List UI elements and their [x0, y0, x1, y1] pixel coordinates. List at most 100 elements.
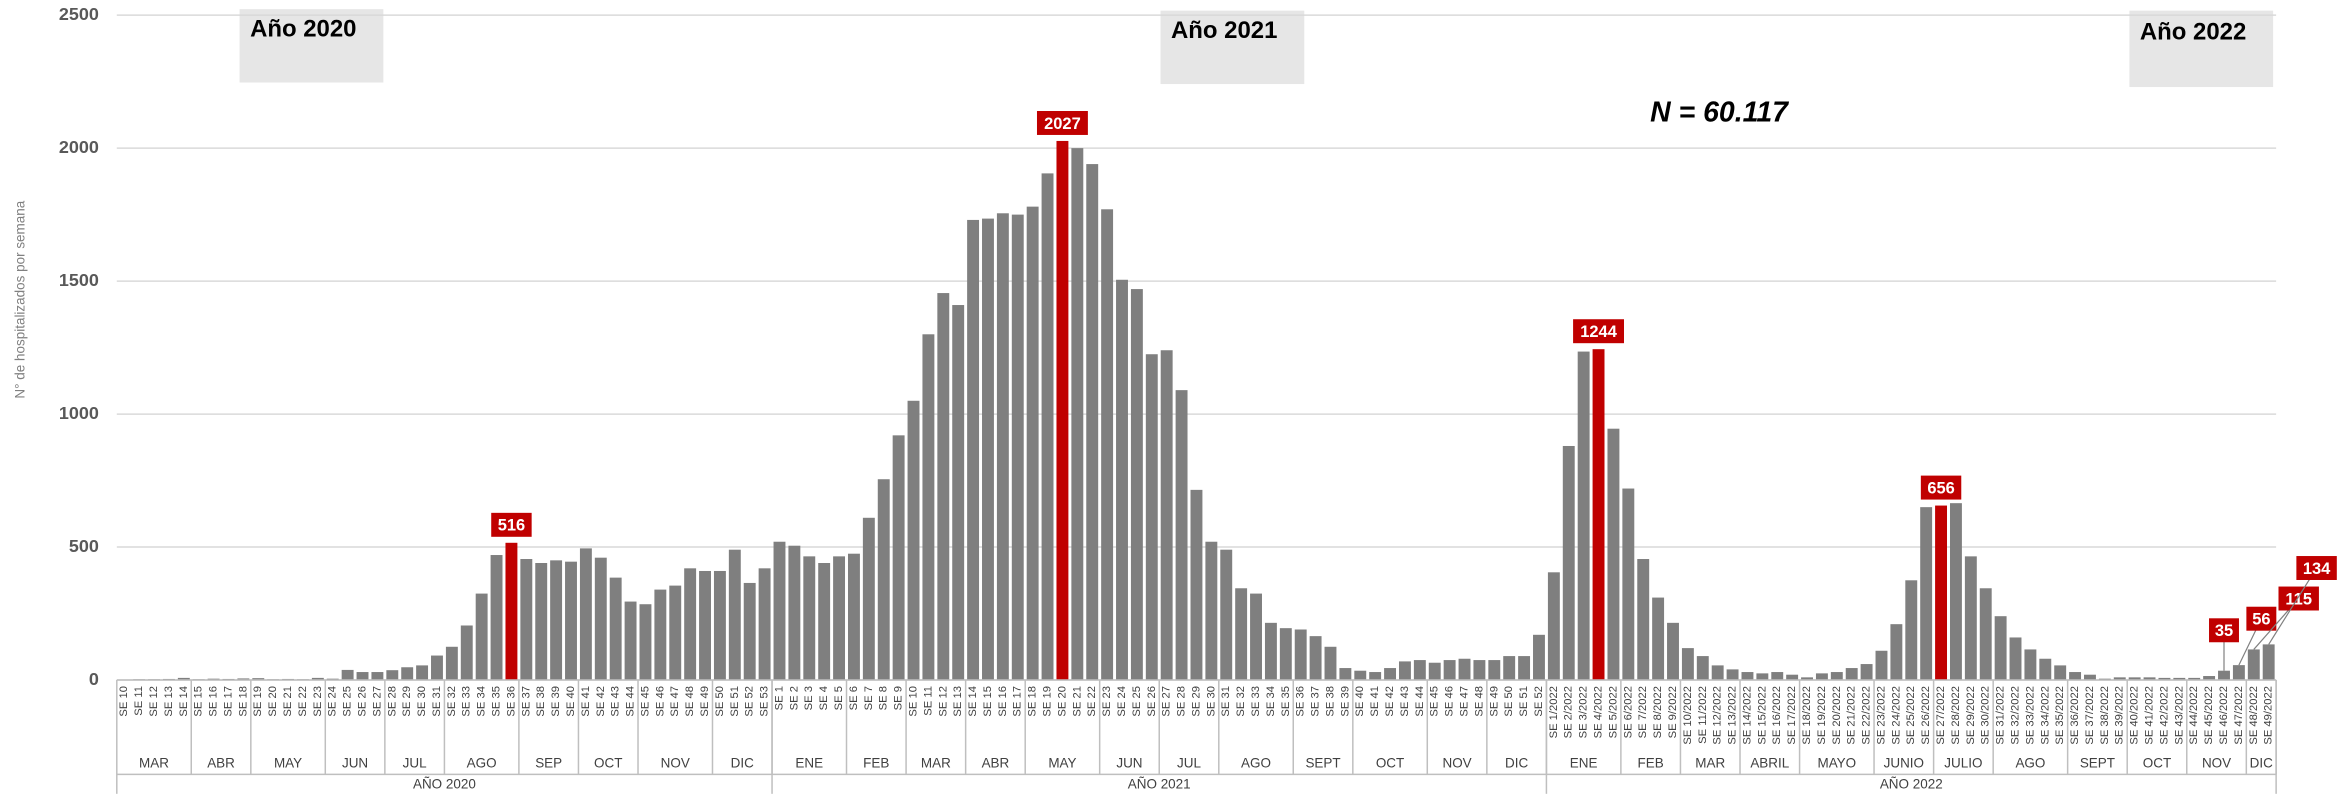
x-tick-label: SE 2/2022	[1563, 686, 1575, 738]
month-label: NOV	[661, 755, 690, 770]
bar	[2054, 665, 2067, 681]
y-tick-label: 500	[69, 536, 99, 556]
bar	[1294, 629, 1307, 681]
x-tick-label: SE 38	[1324, 686, 1336, 717]
y-tick-label: 0	[89, 669, 99, 689]
x-tick-label: SE 34/2022	[2039, 686, 2051, 745]
x-tick-label: SE 48	[1473, 686, 1485, 717]
x-tick-label: SE 14/2022	[1741, 686, 1753, 745]
x-tick-label: SE 44	[1414, 686, 1426, 717]
x-tick-label: SE 41	[580, 686, 592, 717]
value-label-box	[1573, 319, 1624, 344]
bar	[1369, 672, 1382, 681]
bar	[1771, 672, 1784, 681]
bar	[713, 570, 726, 681]
x-tick-label: SE 20	[1056, 686, 1068, 717]
x-tick-label: SE 36	[505, 686, 517, 717]
x-tick-label: SE 34	[1265, 686, 1277, 717]
value-label: 35	[2215, 622, 2233, 640]
bar	[2113, 677, 2126, 681]
bar	[639, 604, 652, 681]
bar	[460, 625, 473, 681]
bar	[1786, 674, 1799, 681]
month-label: MAY	[1048, 755, 1076, 770]
x-tick-label: SE 16	[997, 686, 1009, 717]
x-tick-label: SE 33/2022	[2024, 686, 2036, 745]
bar	[773, 541, 786, 681]
x-tick-label: SE 3	[803, 686, 815, 710]
x-tick-label: SE 39	[1339, 686, 1351, 717]
bar	[416, 665, 429, 681]
x-tick-label: SE 11/2022	[1697, 686, 1709, 744]
bar	[1994, 616, 2007, 681]
bar	[1711, 665, 1724, 681]
bar	[1190, 489, 1203, 681]
bar	[445, 646, 458, 681]
bar	[1264, 622, 1277, 681]
bar	[2247, 649, 2260, 681]
x-tick-label: SE 39/2022	[2114, 686, 2126, 745]
bar	[1011, 214, 1024, 681]
bar	[1428, 662, 1441, 681]
month-label: MAR	[921, 755, 951, 770]
x-tick-label: SE 41	[1369, 686, 1381, 717]
x-tick-label: SE 15/2022	[1756, 686, 1768, 745]
value-label: 656	[1927, 479, 1954, 497]
bar	[699, 570, 711, 681]
x-tick-label: SE 27	[371, 686, 383, 717]
year-label: AÑO 2020	[413, 776, 476, 791]
y-axis-label: N° de hospitalizados por semana	[13, 200, 28, 398]
value-label: 134	[2303, 560, 2331, 578]
x-tick-label: SE 17	[222, 686, 234, 717]
bar	[1979, 588, 1992, 681]
month-label: AGO	[467, 755, 497, 770]
bar	[505, 542, 518, 681]
bar	[1667, 622, 1679, 681]
bar	[579, 548, 592, 681]
bar	[431, 655, 443, 681]
x-tick-label: SE 30/2022	[1980, 686, 1992, 745]
x-tick-label: SE 37/2022	[2084, 686, 2096, 745]
month-label: DIC	[2250, 755, 2273, 770]
x-tick-label: SE 24	[1116, 686, 1128, 717]
bar	[2188, 677, 2201, 681]
x-tick-label: SE 22/2022	[1861, 686, 1873, 745]
value-label: 1244	[1580, 323, 1617, 341]
x-tick-label: SE 42/2022	[2158, 686, 2170, 745]
x-tick-label: SE 15	[982, 686, 994, 717]
bar	[1279, 628, 1292, 681]
x-tick-label: SE 21/2022	[1846, 686, 1858, 745]
month-label: ENE	[795, 755, 823, 770]
bar	[1398, 661, 1411, 681]
y-tick-label: 2500	[59, 4, 99, 24]
bar	[356, 672, 369, 681]
x-tick-label: SE 28	[1176, 686, 1188, 717]
x-tick-label: SE 21	[1071, 686, 1083, 717]
bar	[1458, 658, 1471, 681]
year-box-label: Año 2021	[1171, 17, 1277, 44]
month-label: OCT	[1376, 755, 1404, 770]
bar	[237, 678, 250, 681]
bar	[1384, 668, 1397, 681]
bar	[2024, 649, 2037, 681]
x-tick-label: SE 9/2022	[1667, 686, 1679, 738]
month-label: ABR	[207, 755, 235, 770]
x-tick-label: SE 12	[937, 686, 949, 717]
x-tick-label: SE 35/2022	[2054, 686, 2066, 745]
bar	[684, 568, 697, 681]
bar	[2218, 670, 2230, 681]
bar	[1562, 445, 1575, 681]
bar	[2069, 672, 2082, 681]
bar	[1547, 572, 1560, 681]
bar	[1637, 559, 1650, 681]
bar	[669, 585, 682, 681]
bar	[1220, 549, 1233, 681]
year-box	[239, 9, 384, 83]
value-label-box	[2278, 586, 2319, 611]
bar	[1473, 660, 1486, 681]
x-tick-label: SE 8/2022	[1652, 686, 1664, 738]
x-tick-label: SE 25	[1131, 686, 1143, 717]
x-tick-label: SE 19	[1042, 686, 1054, 717]
x-tick-label: SE 44/2022	[2188, 686, 2200, 745]
x-tick-label: SE 21	[282, 686, 294, 717]
